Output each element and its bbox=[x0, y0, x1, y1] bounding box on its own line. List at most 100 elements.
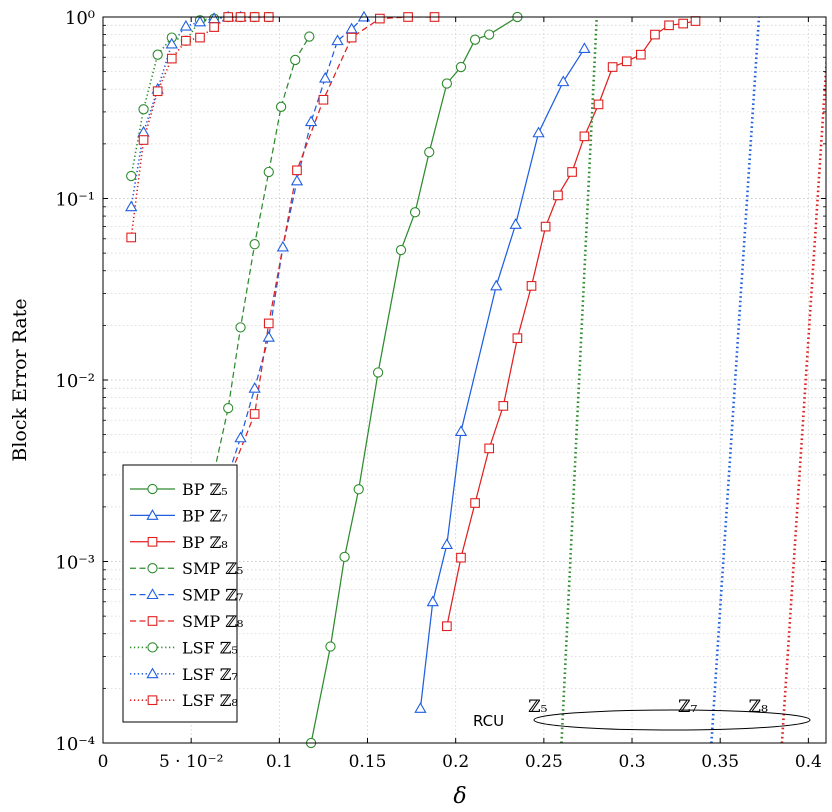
x-axis-label: δ bbox=[453, 784, 466, 809]
data-point-5 bbox=[375, 13, 385, 24]
rcu-bound-label: ℤ₈ bbox=[749, 697, 768, 717]
rcu-annotation: RCU bbox=[473, 709, 811, 731]
data-point-2 bbox=[635, 49, 646, 60]
legend-swatch-marker bbox=[147, 616, 158, 626]
legend-swatch-marker bbox=[147, 695, 158, 706]
data-point-6 bbox=[138, 104, 149, 115]
series-line-7 bbox=[130, 17, 241, 207]
data-point-3 bbox=[235, 322, 246, 333]
data-point-2 bbox=[650, 29, 660, 40]
x-tick-label: 0.35 bbox=[701, 752, 739, 772]
x-tick-label: 0.15 bbox=[349, 752, 387, 772]
legend-label: SMP ℤ₈ bbox=[182, 612, 243, 631]
data-point-3 bbox=[249, 239, 260, 250]
rcu-ellipse bbox=[533, 709, 811, 731]
series-line-3 bbox=[211, 36, 310, 481]
data-point-0 bbox=[372, 367, 384, 378]
data-point-1 bbox=[426, 595, 439, 607]
data-point-4 bbox=[290, 174, 304, 186]
data-point-3 bbox=[290, 54, 301, 66]
data-point-0 bbox=[441, 78, 453, 89]
data-point-6 bbox=[152, 49, 163, 60]
x-tick-label: 0 bbox=[98, 752, 109, 772]
legend-label: LSF ℤ₈ bbox=[182, 691, 238, 710]
data-point-3 bbox=[275, 101, 287, 112]
data-point-4 bbox=[331, 34, 344, 46]
x-tick-label: 5 · 10⁻² bbox=[159, 752, 223, 772]
data-point-8 bbox=[166, 53, 177, 64]
y-tick-label: 10⁻³ bbox=[55, 553, 95, 574]
legend-swatch-marker bbox=[147, 642, 158, 653]
data-point-5 bbox=[346, 32, 357, 43]
data-point-2 bbox=[579, 131, 590, 142]
series-line-4 bbox=[225, 17, 365, 481]
data-point-8 bbox=[126, 232, 137, 243]
x-tick-label: 0.3 bbox=[619, 752, 646, 772]
data-point-2 bbox=[607, 62, 618, 72]
data-point-4 bbox=[248, 381, 261, 393]
data-point-0 bbox=[339, 551, 350, 563]
data-point-1 bbox=[490, 279, 503, 291]
data-point-1 bbox=[578, 42, 591, 54]
data-point-1 bbox=[414, 702, 427, 713]
legend-label: LSF ℤ₇ bbox=[182, 665, 238, 684]
legend-label: LSF ℤ₅ bbox=[182, 638, 238, 657]
data-point-5 bbox=[263, 318, 274, 329]
data-point-4 bbox=[304, 115, 318, 127]
data-point-0 bbox=[325, 641, 336, 652]
data-point-6 bbox=[126, 170, 137, 182]
data-point-7 bbox=[165, 37, 178, 49]
legend-swatch-marker bbox=[146, 588, 159, 600]
data-point-1 bbox=[557, 75, 570, 87]
data-point-2 bbox=[456, 552, 466, 563]
data-point-8 bbox=[195, 32, 205, 43]
x-tick-label: 0.4 bbox=[795, 752, 822, 772]
series-line-1 bbox=[419, 48, 585, 709]
rcu-bound-line-2 bbox=[780, 50, 826, 743]
data-point-3 bbox=[223, 402, 234, 414]
axis-ticks: 0 5 · 10⁻² 0.1 0.15 0.2 0.25 0.3 0.35 0.4 10⁻⁴ 10⁻… bbox=[55, 8, 826, 772]
legend-swatch-marker bbox=[147, 483, 158, 495]
data-point-1 bbox=[509, 218, 522, 229]
data-point-4 bbox=[319, 71, 332, 83]
y-tick-label: 10⁻⁴ bbox=[55, 734, 95, 755]
data-point-3 bbox=[263, 166, 274, 178]
data-point-0 bbox=[353, 484, 364, 495]
data-point-5 bbox=[318, 94, 329, 105]
data-point-2 bbox=[442, 621, 452, 632]
data-point-2 bbox=[621, 56, 632, 67]
x-tick-label: 0.25 bbox=[525, 752, 563, 772]
series-line-0 bbox=[310, 17, 518, 743]
data-point-0 bbox=[395, 244, 407, 256]
rcu-label: RCU bbox=[473, 712, 504, 730]
data-point-7 bbox=[193, 15, 207, 27]
data-point-2 bbox=[567, 167, 577, 177]
data-point-7 bbox=[125, 200, 138, 212]
legend-swatch-marker bbox=[146, 667, 159, 679]
data-point-8 bbox=[209, 22, 219, 32]
data-point-5 bbox=[292, 165, 302, 176]
data-point-2 bbox=[526, 281, 537, 291]
x-tick-label: 0.2 bbox=[442, 752, 469, 772]
legend-swatch-marker bbox=[146, 509, 159, 520]
data-point-1 bbox=[440, 538, 454, 549]
legend-label: BP ℤ₈ bbox=[182, 533, 228, 552]
data-point-2 bbox=[498, 401, 509, 411]
y-tick-label: 10⁻¹ bbox=[55, 190, 95, 211]
data-point-2 bbox=[664, 20, 674, 31]
legend-label: BP ℤ₇ bbox=[182, 506, 228, 525]
rcu-bound-label: ℤ₇ bbox=[678, 697, 697, 717]
data-point-2 bbox=[484, 443, 495, 454]
data-point-7 bbox=[179, 19, 193, 31]
data-point-3 bbox=[304, 31, 315, 42]
data-point-0 bbox=[409, 207, 421, 218]
data-point-2 bbox=[540, 221, 551, 232]
data-point-0 bbox=[469, 34, 481, 45]
data-point-8 bbox=[181, 35, 191, 46]
legend-box bbox=[122, 464, 238, 723]
rcu-bound-labels: ℤ₅ ℤ₇ ℤ₈ bbox=[528, 697, 768, 717]
y-tick-label: 10⁻² bbox=[55, 371, 95, 392]
data-point-2 bbox=[690, 16, 701, 26]
y-tick-label: 10⁰ bbox=[65, 8, 95, 29]
